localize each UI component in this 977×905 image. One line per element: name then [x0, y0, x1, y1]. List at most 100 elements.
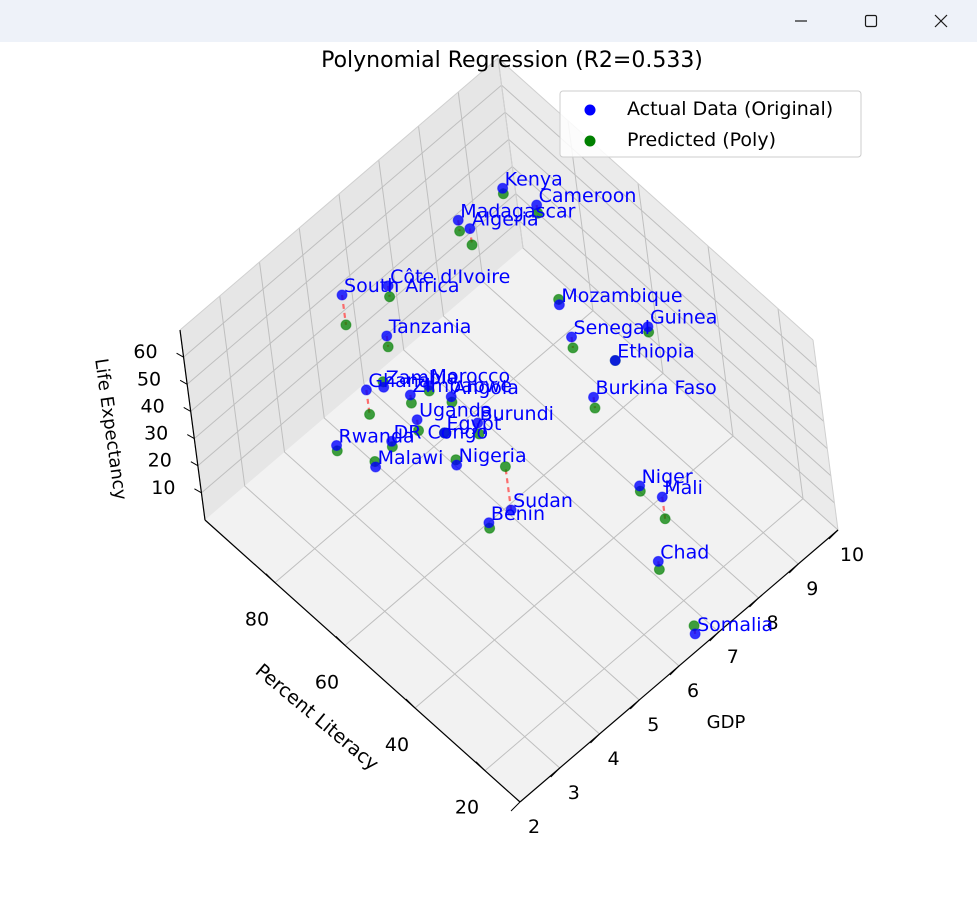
marker-actual [634, 480, 646, 492]
marker-predicted [659, 513, 671, 525]
marker-actual [360, 384, 372, 396]
point-label: Guinea [650, 307, 717, 329]
marker-actual [386, 435, 398, 447]
point-label: Uganda [419, 400, 492, 422]
marker-actual [505, 504, 517, 516]
z-tick-label: 50 [137, 368, 161, 390]
marker-actual [336, 289, 348, 301]
point-label: Tanzania [388, 316, 472, 338]
marker-predicted [589, 402, 601, 414]
point-label: Mali [664, 477, 703, 499]
close-icon [934, 14, 948, 28]
grid-line-literacy [274, 120, 594, 584]
z-tick-label: 10 [151, 477, 175, 499]
x-tick-label: 4 [607, 748, 619, 770]
z-tick-label: 40 [141, 395, 165, 417]
x-tick-label: 2 [528, 816, 540, 838]
marker-actual [451, 459, 463, 471]
z-axis-line [179, 329, 206, 521]
z-tick [190, 461, 199, 467]
marker-actual [331, 439, 343, 451]
marker-actual [438, 427, 450, 439]
marker-actual [382, 280, 394, 292]
point-label: Malawi [378, 447, 444, 469]
close-button[interactable] [906, 0, 976, 42]
marker-actual [566, 331, 578, 343]
z-tick-label: 30 [144, 423, 168, 445]
point-label: Senegal [574, 317, 650, 339]
y-tick [335, 635, 346, 646]
axis-ticks: 2 3 4 5 6 7 8 9 10 20 40 60 80 10 20 30 40 50 60 [133, 341, 864, 838]
marker-actual [609, 355, 621, 367]
point-label: Benin [491, 503, 545, 525]
point-label: Côte d'Ivoire [390, 266, 510, 288]
point-label: Chad [660, 541, 709, 563]
marker-predicted [499, 461, 511, 473]
marker-predicted [382, 341, 394, 353]
data-markers [331, 182, 701, 640]
marker-actual [642, 321, 654, 333]
chart-3d-scatter: 2 3 4 5 6 7 8 9 10 20 40 60 80 10 20 30 40 50 60 KenyaCame… [90, 48, 864, 838]
point-label: Rwanda [339, 425, 415, 447]
z-tick [179, 379, 188, 385]
x-tick-label: 10 [840, 544, 864, 566]
point-label: Egypt [446, 413, 501, 435]
residual-line [504, 466, 513, 511]
chart-title: Polynomial Regression (R2=0.533) [321, 48, 703, 73]
z-tick [187, 434, 195, 440]
y-tick-label: 40 [385, 734, 409, 756]
point-label: Nigeria [459, 445, 527, 467]
x-tick-label: 5 [647, 714, 659, 736]
x-tick-label: 9 [806, 578, 818, 600]
x-axis-label: GDP [707, 712, 746, 733]
marker-predicted [364, 408, 376, 420]
marker-actual [381, 330, 393, 342]
point-label: Madagascar [460, 200, 575, 222]
marker-actual [531, 199, 543, 211]
marker-actual [370, 461, 382, 473]
x-tick-label: 8 [766, 612, 778, 634]
marker-actual [472, 417, 484, 429]
point-label: Zimbabwe [412, 375, 512, 397]
y-tick [475, 761, 486, 772]
point-label: Sudan [513, 490, 573, 512]
point-label: Kenya [505, 168, 563, 190]
x-tick [709, 631, 720, 642]
legend-marker-actual [584, 104, 596, 116]
legend-label-actual: Actual Data (Original) [627, 98, 833, 120]
minimize-icon [795, 20, 807, 22]
pane-side-edge [812, 339, 839, 531]
legend-marker-predicted [584, 135, 596, 147]
point-label: South Africa [344, 275, 459, 297]
x-tick [550, 767, 561, 778]
marker-actual [464, 223, 476, 235]
pane-corner-edge [497, 57, 524, 249]
window-titlebar [0, 0, 977, 42]
point-label: Ghana [368, 370, 430, 392]
x-tick [629, 699, 640, 710]
marker-predicted [384, 291, 396, 303]
grid-line-literacy [344, 183, 664, 646]
point-label: Niger [642, 466, 693, 488]
maximize-button[interactable] [836, 0, 906, 42]
marker-actual [497, 182, 509, 194]
point-label: DR Congo [394, 421, 489, 443]
x-tick [590, 733, 600, 744]
minimize-button[interactable] [766, 0, 836, 42]
grid-line-literacy [414, 245, 734, 709]
marker-actual [652, 555, 664, 567]
x-tick [828, 529, 839, 540]
x-tick [510, 801, 521, 812]
marker-predicted [473, 428, 485, 440]
x-tick [749, 597, 759, 608]
marker-predicted [454, 225, 466, 237]
z-tick-label: 20 [148, 450, 172, 472]
maximize-icon [864, 14, 878, 28]
z-axis-label: Life Expectancy [90, 357, 131, 502]
z-tick [176, 352, 184, 358]
point-label: Burkina Faso [596, 377, 717, 399]
legend: Actual Data (Original) Predicted (Poly) [559, 90, 862, 158]
marker-actual [483, 517, 495, 529]
z-tick [183, 406, 191, 412]
